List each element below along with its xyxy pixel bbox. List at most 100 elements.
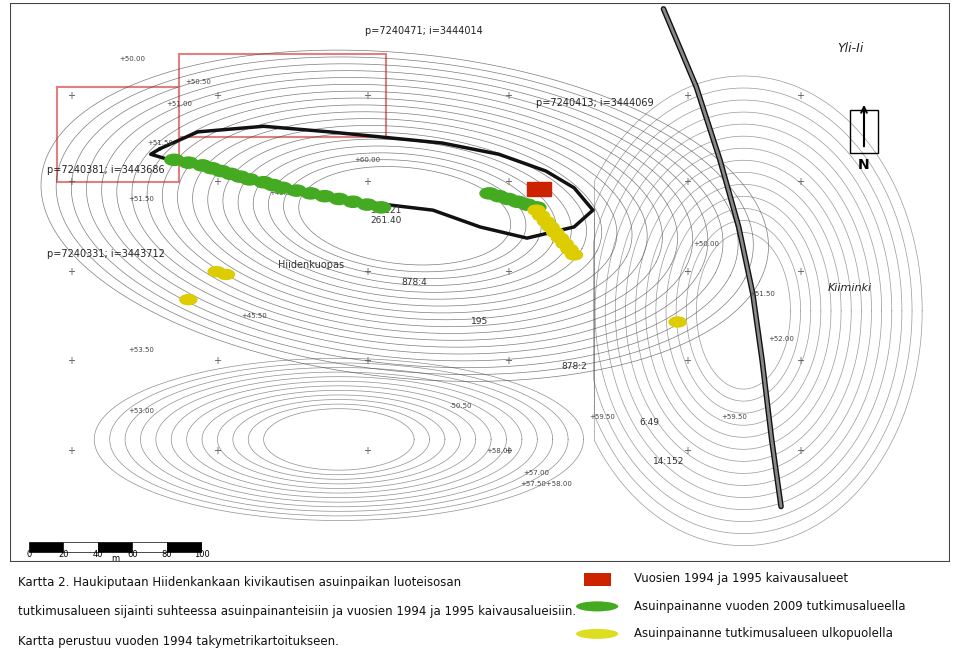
Circle shape [508, 196, 527, 207]
Text: +59.50: +59.50 [721, 414, 747, 420]
Text: +: + [683, 177, 691, 187]
Text: Vuosien 1994 ja 1995 kaivausalueet: Vuosien 1994 ja 1995 kaivausalueet [634, 572, 848, 585]
Text: +: + [363, 267, 372, 277]
Bar [132, 542, 167, 552]
Text: +: + [683, 445, 691, 456]
Text: tutkimusalueen sijainti suhteessa asuinpainanteisiin ja vuosien 1994 ja 1995 kai: tutkimusalueen sijainti suhteessa asuinp… [18, 606, 576, 619]
Text: +: + [67, 445, 75, 456]
Text: +: + [504, 356, 513, 366]
Text: 60: 60 [127, 550, 138, 559]
Text: +: + [683, 267, 691, 277]
Circle shape [547, 228, 564, 237]
Text: Yli-Ii: Yli-Ii [837, 43, 864, 56]
Circle shape [542, 222, 559, 232]
Text: +: + [683, 356, 691, 366]
Bar [57, 87, 179, 182]
Bar [527, 182, 551, 196]
Text: +50.00: +50.00 [119, 56, 145, 62]
Text: +: + [363, 177, 372, 187]
Text: 0: 0 [26, 550, 32, 559]
Circle shape [533, 211, 550, 221]
Text: +50.50: +50.50 [185, 78, 210, 84]
Text: 195: 195 [471, 317, 489, 326]
Text: +53.50: +53.50 [129, 347, 155, 353]
Text: +: + [67, 267, 75, 277]
Bar [167, 542, 202, 552]
Text: +: + [363, 90, 372, 101]
Circle shape [538, 216, 554, 226]
Circle shape [561, 245, 578, 254]
Circle shape [480, 188, 499, 199]
Text: +45.50: +45.50 [270, 190, 296, 196]
Text: +: + [796, 267, 804, 277]
Circle shape [358, 199, 376, 210]
Circle shape [490, 190, 508, 202]
Circle shape [576, 602, 618, 611]
Text: Kartta 2. Haukiputaan Hiidenkankaan kivikautisen asuinpaikan luoteisosan: Kartta 2. Haukiputaan Hiidenkankaan kivi… [18, 576, 461, 589]
Text: +45.50: +45.50 [241, 313, 267, 319]
Text: +: + [683, 90, 691, 101]
Text: Kartta perustuu vuoden 1994 takymetrikartoitukseen.: Kartta perustuu vuoden 1994 takymetrikar… [18, 635, 339, 647]
Circle shape [301, 188, 320, 199]
Circle shape [528, 205, 545, 215]
Circle shape [551, 233, 568, 243]
Text: +57.00: +57.00 [523, 470, 549, 476]
Text: 39:221
261.40: 39:221 261.40 [371, 206, 401, 226]
Text: +: + [363, 445, 372, 456]
Text: +: + [796, 356, 804, 366]
Circle shape [212, 165, 230, 177]
Text: Asuinpainanne tutkimusalueen ulkopuolella: Asuinpainanne tutkimusalueen ulkopuolell… [634, 627, 893, 640]
Circle shape [315, 190, 334, 202]
Text: m: m [111, 554, 119, 563]
Text: +: + [504, 445, 513, 456]
Circle shape [329, 194, 348, 205]
Text: +: + [212, 445, 221, 456]
Text: p=7240331; i=3443712: p=7240331; i=3443712 [47, 249, 165, 259]
Text: +: + [67, 356, 75, 366]
Circle shape [517, 199, 537, 210]
Circle shape [193, 160, 212, 171]
Text: +51.50: +51.50 [129, 196, 155, 202]
Circle shape [264, 179, 282, 190]
Text: Hiidenkuopas: Hiidenkuopas [277, 260, 344, 271]
Circle shape [208, 267, 225, 277]
Text: +: + [504, 90, 513, 101]
Circle shape [556, 239, 573, 249]
Text: +: + [504, 177, 513, 187]
Bar [98, 542, 132, 552]
Text: +: + [212, 90, 221, 101]
Bar [63, 542, 98, 552]
Circle shape [221, 168, 240, 179]
Text: 878:4: 878:4 [401, 279, 427, 287]
Text: +: + [796, 177, 804, 187]
Text: +51.50: +51.50 [147, 140, 173, 146]
Text: p=7240381; i=3443686: p=7240381; i=3443686 [47, 165, 165, 175]
Text: +59.50: +59.50 [589, 414, 615, 420]
Text: +: + [796, 445, 804, 456]
Text: +: + [67, 177, 75, 187]
Circle shape [669, 317, 686, 327]
Text: +58.00: +58.00 [486, 447, 512, 454]
Text: 20: 20 [59, 550, 68, 559]
Text: -50.50: -50.50 [450, 403, 472, 409]
Text: +52.00: +52.00 [768, 336, 794, 342]
Text: +: + [212, 177, 221, 187]
Circle shape [218, 269, 234, 279]
Text: +60.00: +60.00 [354, 157, 380, 163]
Circle shape [179, 157, 198, 168]
Circle shape [203, 163, 221, 174]
Text: +51.00: +51.00 [166, 101, 192, 107]
Text: 100: 100 [194, 550, 209, 559]
Circle shape [287, 185, 306, 196]
Circle shape [180, 294, 197, 305]
Text: N: N [858, 158, 870, 172]
Text: +: + [363, 356, 372, 366]
Text: 80: 80 [161, 550, 173, 559]
Bar [179, 54, 386, 137]
Text: +: + [212, 267, 221, 277]
Bar [850, 110, 878, 153]
Circle shape [273, 182, 292, 194]
Text: Asuinpainanne vuoden 2009 tutkimusalueella: Asuinpainanne vuoden 2009 tutkimusalueel… [634, 600, 905, 613]
Text: +: + [67, 90, 75, 101]
Text: +50.00: +50.00 [693, 241, 719, 247]
